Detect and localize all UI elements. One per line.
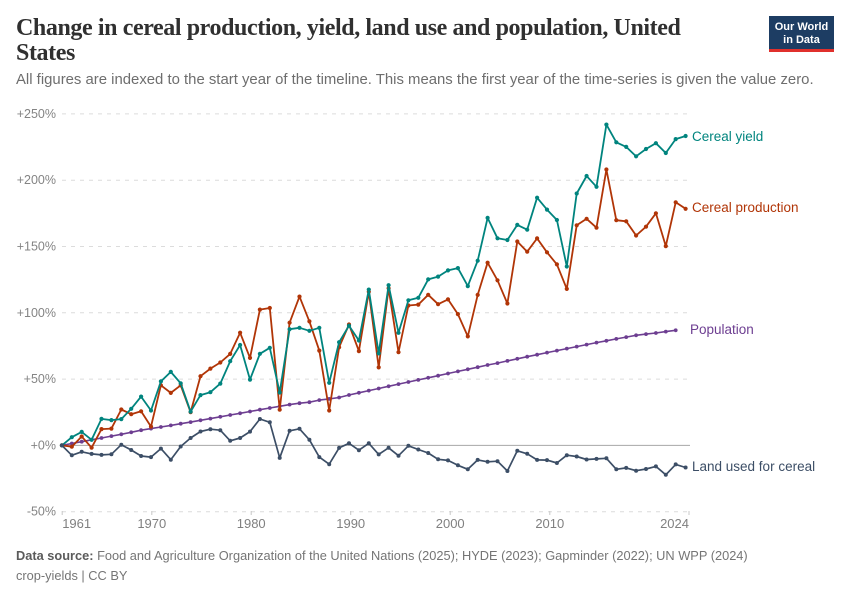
svg-text:Cereal production: Cereal production [692,200,799,215]
svg-text:1961: 1961 [62,516,91,531]
svg-text:+100%: +100% [17,306,56,320]
svg-text:Population: Population [690,322,754,337]
svg-text:2000: 2000 [436,516,465,531]
svg-text:+250%: +250% [17,107,56,121]
svg-text:Cereal yield: Cereal yield [692,129,763,144]
svg-text:+50%: +50% [24,372,56,386]
svg-text:Land used for cereal: Land used for cereal [692,459,815,474]
svg-text:2010: 2010 [535,516,564,531]
svg-text:1990: 1990 [336,516,365,531]
svg-text:+0%: +0% [31,438,56,452]
svg-text:2024: 2024 [660,516,689,531]
svg-text:+200%: +200% [17,173,56,187]
svg-text:1980: 1980 [237,516,266,531]
svg-text:+150%: +150% [17,240,56,254]
svg-text:1970: 1970 [137,516,166,531]
svg-text:-50%: -50% [27,505,56,519]
